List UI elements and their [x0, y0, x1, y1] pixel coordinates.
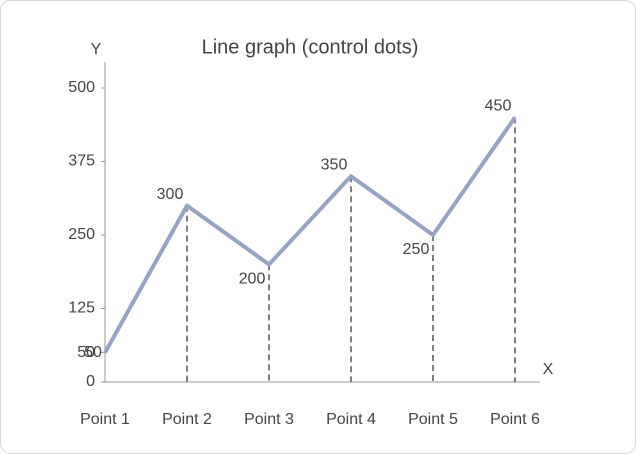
chart-title: Line graph (control dots) — [202, 36, 419, 58]
data-label: 300 — [157, 186, 184, 203]
y-tick-label: 375 — [68, 153, 95, 170]
data-label: 450 — [485, 98, 512, 115]
x-tick-label: Point 5 — [408, 411, 458, 428]
y-axis-label: Y — [91, 41, 102, 58]
x-tick-label: Point 3 — [244, 411, 294, 428]
x-axis-label: X — [543, 361, 554, 378]
x-tick-label: Point 4 — [326, 411, 376, 428]
y-tick-label: 50 — [77, 344, 95, 361]
data-label: 350 — [321, 156, 348, 173]
x-tick-label: Point 1 — [80, 411, 130, 428]
data-label: 50 — [84, 344, 102, 361]
x-tick-label: Point 6 — [490, 411, 540, 428]
y-tick-label: 250 — [68, 226, 95, 243]
data-label: 250 — [403, 241, 430, 258]
x-tick-label: Point 2 — [162, 411, 212, 428]
line-series — [103, 116, 517, 354]
data-label: 200 — [239, 271, 266, 288]
y-tick-label: 0 — [86, 373, 95, 390]
y-tick-label: 125 — [68, 300, 95, 317]
y-tick-label: 500 — [68, 79, 95, 96]
